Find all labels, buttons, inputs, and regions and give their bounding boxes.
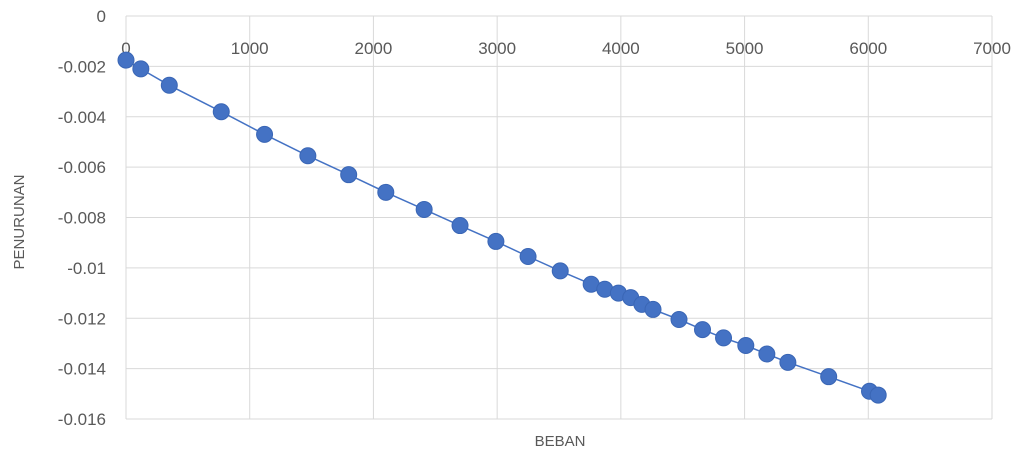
data-point — [715, 329, 733, 347]
y-tick-label: -0.004 — [58, 108, 106, 127]
series-line — [125, 59, 879, 396]
data-point — [256, 125, 274, 143]
y-tick-label: -0.016 — [58, 410, 106, 429]
x-tick-label: 3000 — [478, 39, 516, 58]
data-point — [869, 386, 887, 404]
data-point — [519, 248, 537, 266]
x-tick-label: 0 — [121, 39, 130, 58]
data-point — [451, 217, 469, 235]
x-axis-title: BEBAN — [535, 433, 586, 450]
x-tick-label: 2000 — [355, 39, 393, 58]
data-point — [377, 183, 395, 201]
x-tick-label: 6000 — [849, 39, 887, 58]
data-point — [487, 232, 505, 250]
y-tick-label: -0.008 — [58, 209, 106, 228]
y-axis-title: PENURUNAN — [11, 174, 28, 269]
y-tick-label: -0.012 — [58, 309, 106, 328]
y-tick-label: -0.002 — [58, 57, 106, 76]
data-point — [299, 147, 317, 165]
y-tick-label: -0.014 — [58, 360, 106, 379]
data-point — [820, 368, 838, 386]
data-point — [694, 321, 712, 339]
x-tick-label: 4000 — [602, 39, 640, 58]
data-series — [117, 51, 887, 404]
data-point — [670, 311, 688, 329]
y-tick-label: -0.01 — [67, 259, 106, 278]
data-point — [758, 345, 776, 363]
data-point — [644, 300, 662, 318]
y-tick-label: -0.006 — [58, 158, 106, 177]
data-point — [132, 60, 150, 78]
data-point — [415, 200, 433, 218]
x-tick-label: 7000 — [973, 39, 1011, 58]
y-axis-tick-labels: 0 -0.002 -0.004 -0.006 -0.008 -0.01 -0.012 -0.0… — [58, 7, 106, 429]
gridlines — [125, 15, 993, 420]
x-tick-label: 1000 — [231, 39, 269, 58]
x-tick-label: 5000 — [726, 39, 764, 58]
data-point — [212, 103, 230, 121]
data-point — [340, 166, 358, 184]
data-point — [779, 353, 797, 371]
data-point — [737, 336, 755, 354]
x-axis-tick-labels: 0 1000 2000 3000 4000 5000 6000 7000 — [121, 39, 1011, 58]
y-tick-label: 0 — [97, 7, 106, 26]
data-point — [551, 262, 569, 280]
data-point — [117, 51, 135, 69]
data-point — [160, 76, 178, 94]
